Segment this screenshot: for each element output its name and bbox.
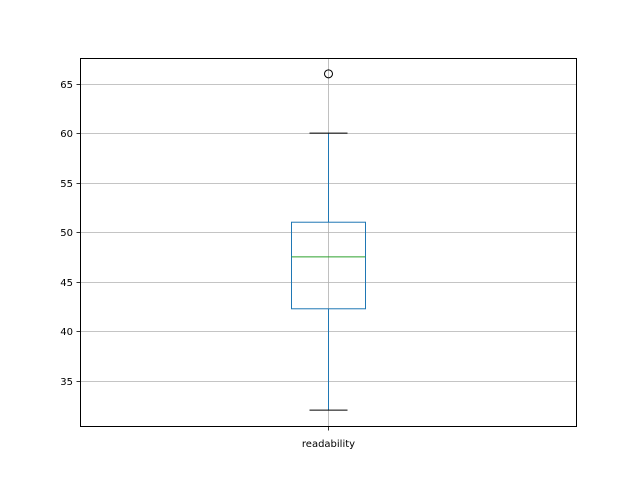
outlier-point (324, 69, 333, 79)
y-tick-label: 40 (60, 327, 73, 338)
y-tick-label: 45 (60, 278, 73, 289)
y-tick-label: 60 (60, 129, 73, 140)
plot-frame (80, 58, 577, 427)
x-axis: readability (302, 427, 355, 450)
x-tick-label: readability (302, 439, 355, 450)
box-iqr (291, 221, 366, 310)
y-tick-label: 55 (60, 179, 73, 190)
y-tick-label: 35 (60, 377, 73, 388)
boxes (291, 69, 366, 411)
y-axis: 35 40 45 50 55 60 65 (60, 80, 80, 388)
y-tick-label: 50 (60, 228, 73, 239)
y-tick-label: 65 (60, 80, 73, 91)
